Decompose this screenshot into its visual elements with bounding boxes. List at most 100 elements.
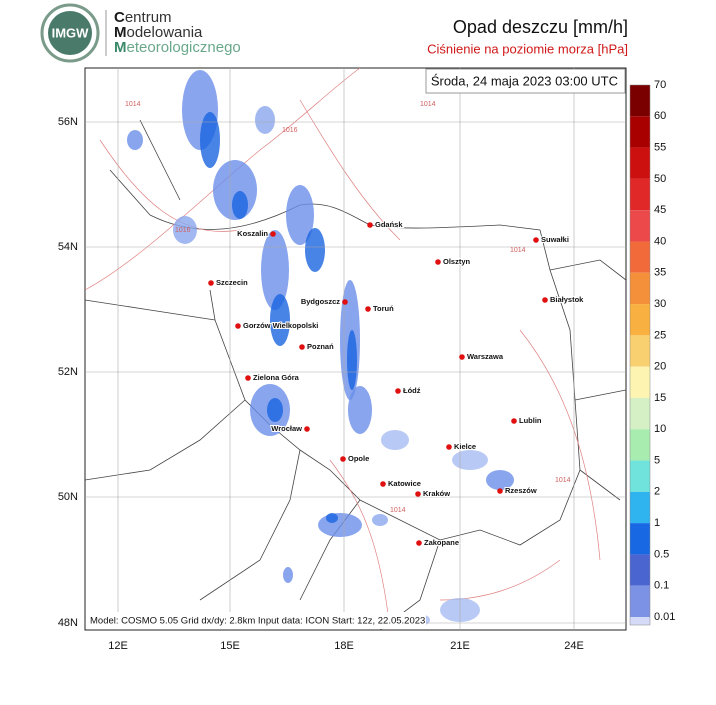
colorbar-label: 0.1 bbox=[654, 580, 669, 592]
coast bbox=[109, 119, 181, 216]
colorbar-label: 15 bbox=[654, 392, 666, 404]
rain-cell bbox=[173, 216, 197, 244]
city-marker bbox=[542, 297, 548, 303]
city-label: Gdańsk bbox=[375, 220, 403, 229]
colorbar-label: 60 bbox=[654, 110, 666, 122]
colorbar-label: 55 bbox=[654, 141, 666, 153]
city-marker bbox=[235, 323, 241, 329]
rain-cell bbox=[286, 185, 314, 245]
colorbar-label: 1 bbox=[654, 517, 660, 529]
color-step bbox=[630, 397, 650, 430]
rain-cell bbox=[261, 230, 289, 310]
colorbar-label: 30 bbox=[654, 298, 666, 310]
rain-cell bbox=[270, 294, 290, 346]
color-step bbox=[630, 366, 650, 398]
city-marker bbox=[270, 231, 276, 237]
rain-cell bbox=[283, 567, 293, 583]
city-label: Rzeszów bbox=[505, 486, 537, 495]
city-marker bbox=[497, 488, 503, 494]
lon-label: 15E bbox=[220, 640, 240, 652]
colorbar-label: 0.5 bbox=[654, 548, 669, 560]
rain-cell bbox=[255, 106, 275, 134]
subtitle: Ciśnienie na poziomie morza [hPa] bbox=[427, 41, 628, 56]
colorbar: 70 60 55 50 45 40 35 30 25 20 15 10 5 2 1 0.5 0.1 0.01 bbox=[629, 79, 675, 626]
footer-box bbox=[86, 612, 426, 629]
color-step bbox=[630, 429, 650, 461]
lat-label: 48N bbox=[58, 617, 78, 629]
city-marker bbox=[459, 354, 465, 360]
lat-label: 56N bbox=[58, 116, 78, 128]
city-marker bbox=[435, 259, 441, 265]
isobar-label: 1014 bbox=[555, 477, 571, 484]
city-marker bbox=[533, 237, 539, 243]
rain-cell bbox=[200, 112, 220, 168]
city-label: Kielce bbox=[454, 442, 476, 451]
isobar-labels: 1014 1014 1016 1016 1014 1014 1014 bbox=[125, 101, 571, 514]
city-marker bbox=[446, 444, 452, 450]
graticule: 56N 54N 52N 50N 48N 12E 15E 18E 21E 24E bbox=[58, 68, 626, 652]
city-marker bbox=[299, 344, 305, 350]
colorbar-label: 2 bbox=[654, 486, 660, 498]
rain-cell bbox=[305, 228, 325, 272]
color-step bbox=[630, 617, 650, 625]
city-label: Szczecin bbox=[216, 278, 248, 287]
city-label: Olsztyn bbox=[443, 257, 471, 266]
city-marker bbox=[367, 222, 373, 228]
isobar bbox=[329, 459, 391, 631]
color-step bbox=[630, 523, 650, 555]
city-marker bbox=[365, 306, 371, 312]
city-label: Toruń bbox=[373, 304, 394, 313]
city-marker bbox=[395, 388, 401, 394]
city-marker bbox=[340, 456, 346, 462]
colorbar-label: 50 bbox=[654, 173, 666, 185]
city-label: Katowice bbox=[388, 479, 421, 488]
initial: M bbox=[114, 24, 127, 41]
city-label: Suwałki bbox=[541, 235, 569, 244]
lat-label: 54N bbox=[58, 241, 78, 253]
color-step bbox=[630, 210, 650, 242]
timestamp-box bbox=[425, 68, 626, 94]
lon-label: 24E bbox=[564, 640, 584, 652]
rain-cell bbox=[318, 513, 362, 537]
isobar bbox=[99, 139, 241, 232]
lon-label: 21E bbox=[450, 640, 470, 652]
color-step bbox=[630, 241, 650, 273]
isobar bbox=[299, 99, 401, 241]
city-label: Koszalin bbox=[237, 229, 268, 238]
colorbar-label: 20 bbox=[654, 361, 666, 373]
city-marker bbox=[416, 540, 422, 546]
isobar bbox=[84, 67, 361, 291]
city-marker bbox=[511, 418, 517, 424]
isobar-label: 1014 bbox=[420, 101, 436, 108]
borders bbox=[84, 119, 627, 631]
rain-cell bbox=[347, 330, 357, 390]
colorbar-label: 10 bbox=[654, 423, 666, 435]
org-line: Centrum bbox=[114, 9, 172, 26]
rain-cell bbox=[381, 430, 409, 450]
rest: entrum bbox=[125, 9, 172, 26]
color-step bbox=[630, 585, 650, 617]
city-label: Lublin bbox=[519, 416, 542, 425]
color-step bbox=[630, 147, 650, 179]
rest: eteorologicznego bbox=[127, 39, 241, 56]
org-line: Modelowania bbox=[114, 24, 203, 41]
city-label: Warszawa bbox=[467, 352, 504, 361]
colorbar-label: 45 bbox=[654, 204, 666, 216]
isobar-label: 1016 bbox=[282, 127, 298, 134]
city-label: Gorzów Wielkopolski bbox=[243, 321, 318, 330]
rain-cell bbox=[372, 514, 388, 526]
rain-cell bbox=[326, 513, 338, 523]
city-marker bbox=[304, 426, 310, 432]
city-label: Bydgoszcz bbox=[301, 297, 340, 306]
city-marker bbox=[208, 280, 214, 286]
colorbar-label: 25 bbox=[654, 329, 666, 341]
city-marker bbox=[415, 491, 421, 497]
isobar-label: 1014 bbox=[510, 247, 526, 254]
color-step bbox=[630, 335, 650, 367]
city-marker bbox=[380, 481, 386, 487]
color-step bbox=[630, 554, 650, 586]
city-label: Opole bbox=[348, 454, 369, 463]
lon-label: 18E bbox=[334, 640, 354, 652]
